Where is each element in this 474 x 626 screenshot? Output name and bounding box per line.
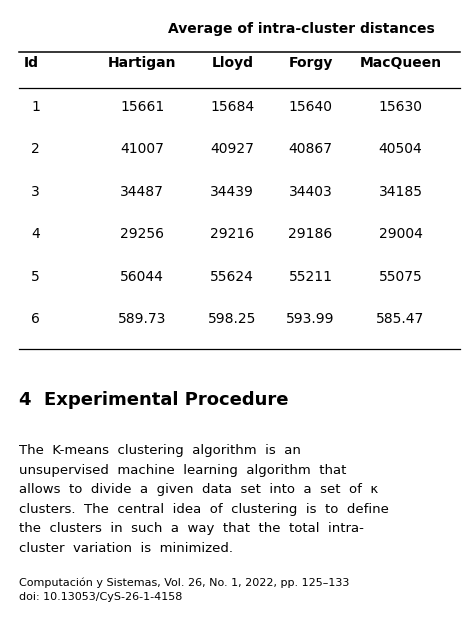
Text: 34185: 34185: [379, 185, 422, 198]
Text: 55211: 55211: [289, 270, 332, 284]
Text: 29256: 29256: [120, 227, 164, 241]
Text: 15640: 15640: [289, 100, 332, 113]
Text: 15661: 15661: [120, 100, 164, 113]
Text: Forgy: Forgy: [288, 56, 333, 70]
Text: 593.99: 593.99: [286, 312, 335, 326]
Text: 15630: 15630: [379, 100, 422, 113]
Text: 5: 5: [31, 270, 40, 284]
Text: 34403: 34403: [289, 185, 332, 198]
Text: 34487: 34487: [120, 185, 164, 198]
Text: MacQueen: MacQueen: [359, 56, 442, 70]
Text: Lloyd: Lloyd: [211, 56, 253, 70]
Text: Id: Id: [24, 56, 39, 70]
Text: 55075: 55075: [379, 270, 422, 284]
Text: 4  Experimental Procedure: 4 Experimental Procedure: [19, 391, 289, 409]
Text: 29186: 29186: [288, 227, 333, 241]
Text: Computación y Sistemas, Vol. 26, No. 1, 2022, pp. 125–133
doi: 10.13053/CyS-26-1: Computación y Sistemas, Vol. 26, No. 1, …: [19, 578, 349, 602]
Text: 34439: 34439: [210, 185, 254, 198]
Text: 1: 1: [31, 100, 40, 113]
Text: 3: 3: [31, 185, 40, 198]
Text: 55624: 55624: [210, 270, 254, 284]
Text: 598.25: 598.25: [208, 312, 256, 326]
Text: 40504: 40504: [379, 142, 422, 156]
Text: 40867: 40867: [289, 142, 332, 156]
Text: 15684: 15684: [210, 100, 255, 113]
Text: 4: 4: [31, 227, 40, 241]
Text: 56044: 56044: [120, 270, 164, 284]
Text: 589.73: 589.73: [118, 312, 166, 326]
Text: 29216: 29216: [210, 227, 255, 241]
Text: 40927: 40927: [210, 142, 254, 156]
Text: 41007: 41007: [120, 142, 164, 156]
Text: 2: 2: [31, 142, 40, 156]
Text: Hartigan: Hartigan: [108, 56, 176, 70]
Text: 29004: 29004: [379, 227, 422, 241]
Text: The  K-means  clustering  algorithm  is  an
unsupervised  machine  learning  alg: The K-means clustering algorithm is an u…: [19, 444, 389, 555]
Text: Average of intra-cluster distances: Average of intra-cluster distances: [168, 22, 434, 36]
Text: 585.47: 585.47: [376, 312, 425, 326]
Text: 6: 6: [31, 312, 40, 326]
